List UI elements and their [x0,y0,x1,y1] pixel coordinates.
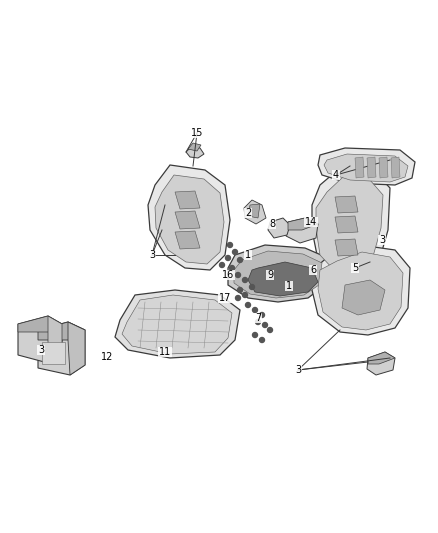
Circle shape [243,293,247,297]
Circle shape [219,262,225,268]
Text: 3: 3 [149,250,155,260]
Polygon shape [335,196,358,213]
Circle shape [230,265,234,271]
Circle shape [226,255,230,261]
Circle shape [237,287,243,293]
Polygon shape [175,211,200,229]
Polygon shape [335,216,358,233]
Polygon shape [42,342,65,364]
Text: 4: 4 [333,170,339,180]
Text: 11: 11 [159,347,171,357]
Polygon shape [248,204,260,218]
Text: 3: 3 [379,235,385,245]
Text: 1: 1 [245,250,251,260]
Polygon shape [391,157,400,178]
Polygon shape [18,316,62,332]
Polygon shape [244,200,266,224]
Circle shape [259,337,265,343]
Circle shape [236,272,240,278]
Polygon shape [48,316,62,363]
Text: 16: 16 [222,270,234,280]
Polygon shape [68,322,85,375]
Text: 9: 9 [267,270,273,280]
Text: 6: 6 [310,265,316,275]
Circle shape [252,333,258,337]
Polygon shape [368,352,395,364]
Polygon shape [355,157,364,178]
Polygon shape [248,262,318,296]
Polygon shape [318,148,415,185]
Circle shape [246,303,251,308]
Circle shape [250,285,254,289]
Polygon shape [38,322,85,340]
Polygon shape [148,165,230,270]
Polygon shape [268,218,290,238]
Polygon shape [342,280,385,315]
Circle shape [233,249,237,254]
Polygon shape [318,252,403,330]
Polygon shape [316,177,383,272]
Polygon shape [115,290,240,358]
Text: 14: 14 [305,217,317,227]
Polygon shape [155,175,224,264]
Text: 8: 8 [269,219,275,229]
Text: 2: 2 [245,208,251,218]
Text: 3: 3 [295,365,301,375]
Circle shape [252,308,258,312]
Polygon shape [186,146,204,158]
Polygon shape [335,239,358,256]
Polygon shape [18,316,62,363]
Polygon shape [288,218,318,230]
Polygon shape [367,352,395,375]
Text: 5: 5 [352,263,358,273]
Circle shape [268,327,272,333]
Text: 7: 7 [255,313,261,323]
Text: 17: 17 [219,293,231,303]
Polygon shape [188,143,201,151]
Circle shape [262,322,268,327]
Polygon shape [312,245,410,335]
Text: 12: 12 [101,352,113,362]
Circle shape [255,319,261,325]
Circle shape [236,295,240,301]
Polygon shape [228,245,328,302]
Polygon shape [122,295,232,354]
Polygon shape [175,231,200,249]
Circle shape [259,312,265,318]
Circle shape [243,278,247,282]
Polygon shape [38,322,85,375]
Polygon shape [312,168,390,278]
Polygon shape [324,154,408,182]
Text: 15: 15 [191,128,203,138]
Polygon shape [234,251,322,298]
Text: 1: 1 [286,281,292,291]
Polygon shape [367,157,376,178]
Polygon shape [175,191,200,209]
Text: 3: 3 [38,345,44,355]
Circle shape [227,243,233,247]
Circle shape [237,257,243,262]
Polygon shape [286,218,318,243]
Polygon shape [379,157,388,178]
